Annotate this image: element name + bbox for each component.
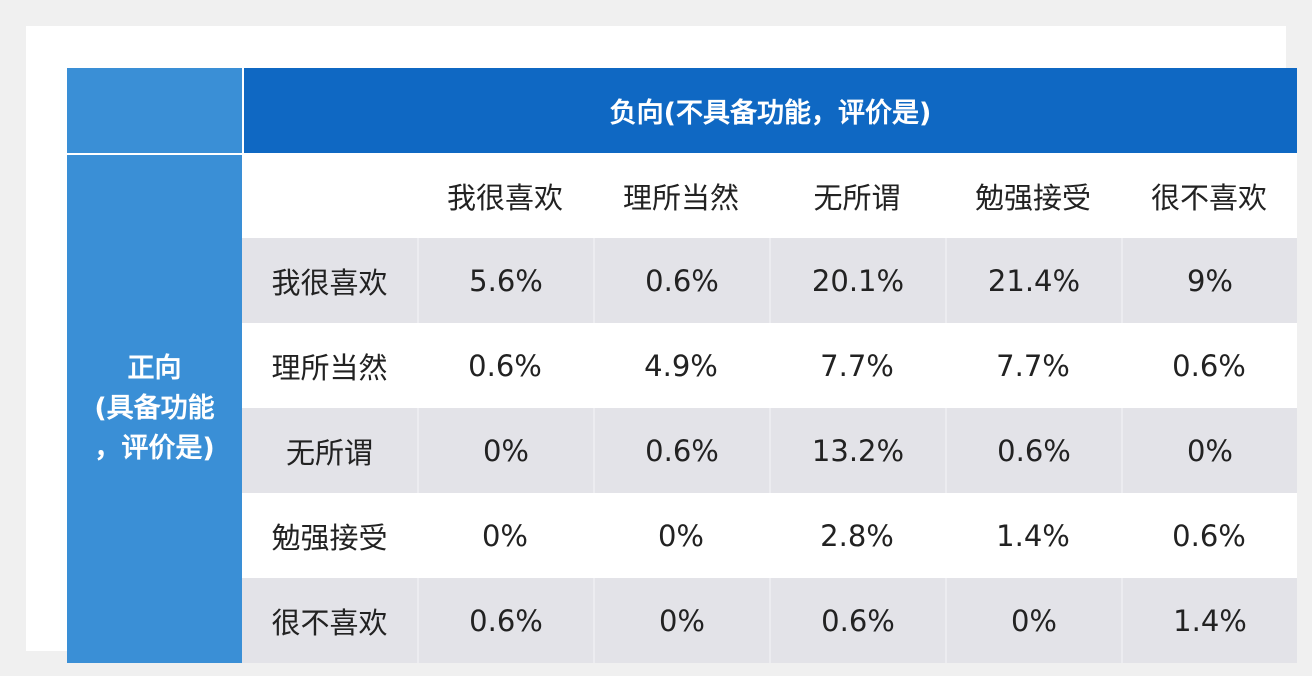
table-row: 很不喜欢 0.6% 0% 0.6% 0% 1.4%: [242, 578, 1297, 663]
value-cell: 0%: [1121, 408, 1297, 493]
kano-matrix-table: 负向(不具备功能，评价是) 正向 (具备功能 ，评价是) 我很喜欢 理所当然 无…: [67, 68, 1297, 663]
row-label: 我很喜欢: [271, 265, 388, 300]
column-header: 我很喜欢: [446, 180, 563, 215]
column-header: 无所谓: [813, 180, 901, 215]
row-label: 理所当然: [271, 350, 388, 385]
table-row: 勉强接受 0% 0% 2.8% 1.4% 0.6%: [242, 493, 1297, 578]
corner-cell: [67, 68, 242, 153]
value-cell: 0%: [417, 408, 593, 493]
value-cell: 21.4%: [945, 238, 1121, 323]
value-cell: 0.6%: [593, 238, 769, 323]
value-cell: 1.4%: [996, 518, 1070, 553]
column-header-row: 我很喜欢 理所当然 无所谓 勉强接受 很不喜欢: [242, 153, 1297, 238]
value-cell: 0.6%: [769, 578, 945, 663]
table-card: 负向(不具备功能，评价是) 正向 (具备功能 ，评价是) 我很喜欢 理所当然 无…: [26, 26, 1297, 663]
value-cell: 0%: [593, 578, 769, 663]
value-cell: 0.6%: [468, 348, 542, 383]
value-cell: 13.2%: [769, 408, 945, 493]
value-cell: 9%: [1121, 238, 1297, 323]
table-row: 理所当然 0.6% 4.9% 7.7% 7.7% 0.6%: [242, 323, 1297, 408]
value-cell: 0%: [481, 518, 528, 553]
value-cell: 0%: [657, 518, 704, 553]
header-blank-cell: [242, 153, 417, 238]
value-cell: 2.8%: [820, 518, 894, 553]
value-cell: 0.6%: [1172, 348, 1246, 383]
row-label: 勉强接受: [271, 520, 388, 555]
value-cell: 4.9%: [644, 348, 718, 383]
positive-axis-header: 正向 (具备功能 ，评价是): [67, 153, 242, 663]
value-cell: 20.1%: [769, 238, 945, 323]
value-cell: 0.6%: [593, 408, 769, 493]
value-cell: 0.6%: [945, 408, 1121, 493]
row-label: 很不喜欢: [271, 605, 388, 640]
value-cell: 0.6%: [1172, 518, 1246, 553]
value-cell: 5.6%: [417, 238, 593, 323]
table-row: 无所谓 0% 0.6% 13.2% 0.6% 0%: [242, 408, 1297, 493]
column-header: 勉强接受: [974, 180, 1091, 215]
negative-axis-header: 负向(不具备功能，评价是): [242, 68, 1297, 153]
column-header: 很不喜欢: [1150, 180, 1267, 215]
value-cell: 7.7%: [996, 348, 1070, 383]
column-header: 理所当然: [622, 180, 739, 215]
positive-header-line-3: ，评价是): [94, 433, 215, 464]
value-cell: 7.7%: [820, 348, 894, 383]
row-label: 无所谓: [285, 435, 373, 470]
value-cell: 0.6%: [417, 578, 593, 663]
value-cell: 0%: [945, 578, 1121, 663]
matrix-body: 我很喜欢 理所当然 无所谓 勉强接受 很不喜欢 我很喜欢 5.6% 0.6% 2…: [242, 153, 1297, 663]
positive-header-line-1: 正向: [127, 353, 182, 384]
value-cell: 1.4%: [1121, 578, 1297, 663]
positive-header-line-2: (具备功能: [94, 393, 215, 424]
table-row: 我很喜欢 5.6% 0.6% 20.1% 21.4% 9%: [242, 238, 1297, 323]
